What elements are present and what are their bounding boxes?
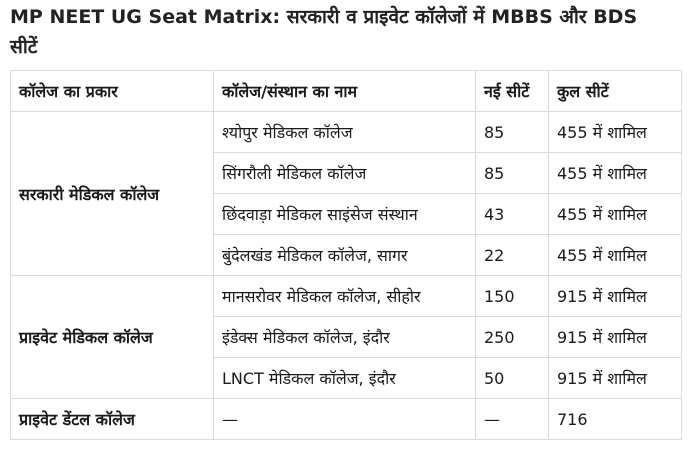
college-name-cell: सिंगरौली मेडिकल कॉलेज [213, 152, 476, 194]
header-row: कॉलेज का प्रकार कॉलेज/संस्थान का नाम नई … [10, 70, 682, 112]
college-type-cell: प्राइवेट मेडिकल कॉलेज [10, 275, 214, 399]
new-seats-cell: 250 [475, 316, 549, 358]
table-row: सरकारी मेडिकल कॉलेज श्योपुर मेडिकल कॉलेज… [10, 111, 682, 276]
table-body: सरकारी मेडिकल कॉलेज श्योपुर मेडिकल कॉलेज… [10, 111, 682, 440]
total-seats-cell: 915 में शामिल [548, 316, 682, 358]
table-row: इंडेक्स मेडिकल कॉलेज, इंदौर 250 915 में … [11, 316, 682, 358]
table-row: बुंदेलखंड मेडिकल कॉलेज, सागर 22 455 में … [11, 234, 682, 276]
header-college-name: कॉलेज/संस्थान का नाम [213, 70, 476, 112]
total-seats-cell: 915 में शामिल [548, 357, 682, 399]
college-type-cell: प्राइवेट डेंटल कॉलेज [10, 398, 214, 440]
seat-matrix-table: कॉलेज का प्रकार कॉलेज/संस्थान का नाम नई … [10, 70, 682, 440]
college-name-cell: बुंदेलखंड मेडिकल कॉलेज, सागर [213, 234, 476, 276]
new-seats-cell: 43 [475, 193, 549, 235]
new-seats-cell: 150 [475, 275, 549, 317]
header-total-seats: कुल सीटें [548, 70, 682, 112]
section-heading: MP NEET UG Seat Matrix: सरकारी व प्राइवे… [10, 6, 638, 58]
new-seats-cell: 50 [475, 357, 549, 399]
college-name-cell: मानसरोवर मेडिकल कॉलेज, सीहोर [213, 275, 476, 317]
header-new-seats: नई सीटें [475, 70, 549, 112]
new-seats-cell: — [475, 398, 549, 440]
new-seats-cell: 85 [475, 152, 549, 194]
table-row: प्राइवेट डेंटल कॉलेज — — 716 [10, 398, 682, 440]
table-row: छिंदवाड़ा मेडिकल साइंसेज संस्थान 43 455 … [11, 193, 682, 235]
college-name-cell: छिंदवाड़ा मेडिकल साइंसेज संस्थान [213, 193, 476, 235]
college-name-cell: श्योपुर मेडिकल कॉलेज [213, 111, 476, 153]
college-name-cell: LNCT मेडिकल कॉलेज, इंदौर [213, 357, 476, 399]
table-row: सिंगरौली मेडिकल कॉलेज 85 455 में शामिल [11, 152, 682, 194]
total-seats-cell: 455 में शामिल [548, 234, 682, 276]
total-seats-cell: 915 में शामिल [548, 275, 682, 317]
article-section: MP NEET UG Seat Matrix: सरकारी व प्राइवे… [10, 6, 682, 440]
total-seats-cell: 455 में शामिल [548, 111, 682, 153]
total-seats-cell: 455 में शामिल [548, 152, 682, 194]
new-seats-cell: 85 [475, 111, 549, 153]
new-seats-cell: 22 [475, 234, 549, 276]
table-header: कॉलेज का प्रकार कॉलेज/संस्थान का नाम नई … [10, 70, 682, 112]
table-row: LNCT मेडिकल कॉलेज, इंदौर 50 915 में शामि… [11, 357, 682, 399]
header-college-type: कॉलेज का प्रकार [10, 70, 214, 112]
total-seats-cell: 455 में शामिल [548, 193, 682, 235]
total-seats-cell: 716 [548, 398, 682, 440]
table-row: प्राइवेट मेडिकल कॉलेज मानसरोवर मेडिकल कॉ… [10, 275, 682, 399]
college-name-cell: इंडेक्स मेडिकल कॉलेज, इंदौर [213, 316, 476, 358]
college-type-cell: सरकारी मेडिकल कॉलेज [10, 111, 214, 276]
college-name-cell: — [213, 398, 476, 440]
